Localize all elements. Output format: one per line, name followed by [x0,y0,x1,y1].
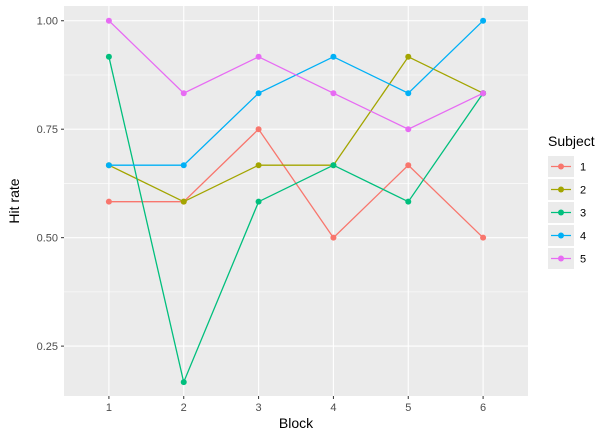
legend-key-point [558,232,564,239]
x-tick-label: 4 [330,402,336,414]
x-tick-label: 1 [106,402,112,414]
legend-key-point [558,209,564,216]
series-line [108,55,484,203]
legend-item: 1 [548,156,586,177]
axis-ticks: 0.25 0.50 0.75 1.00 1 2 3 4 5 6 [37,16,487,414]
data-point [180,379,187,386]
data-point [330,234,337,241]
data-point [405,198,412,205]
data-point [180,90,187,97]
data-point [180,162,187,169]
x-tick-label: 6 [480,402,486,414]
legend-key-point [558,255,564,262]
data-point [405,126,412,133]
data-point [180,198,187,205]
data-point [255,90,262,97]
legend-key-point [558,186,564,193]
x-tick-label: 2 [181,402,187,414]
x-tick-label: 5 [405,402,411,414]
legend-label: 5 [580,254,586,266]
data-point [105,162,112,169]
data-point [105,53,112,60]
data-point [330,53,337,60]
data-point [480,234,487,241]
x-tick-label: 3 [256,402,262,414]
data-point [405,90,412,97]
legend-item: 3 [548,202,586,223]
legend-label: 3 [580,208,586,220]
data-point [480,17,487,24]
data-point [255,198,262,205]
data-point [330,162,337,169]
y-tick-label: 0.50 [37,233,58,245]
major-gridlines [64,6,528,396]
y-tick-label: 0.75 [37,124,58,136]
data-point [405,53,412,60]
legend-item: 4 [548,225,586,246]
data-point [255,53,262,60]
series-line [108,20,484,130]
series-5 [105,17,487,133]
series-layer [105,17,487,386]
legend-title: Subject [548,133,595,149]
data-point [405,162,412,169]
legend-key-point [558,163,564,170]
legend-label: 4 [580,231,586,243]
legend-item: 5 [548,248,586,269]
data-point [105,17,112,24]
legend-label: 1 [580,162,586,174]
data-point [105,198,112,205]
data-point [255,126,262,133]
series-line [108,56,484,385]
y-axis-title: Hit rate [6,178,22,223]
x-axis-title: Block [279,415,314,431]
legend: Subject 1 2 3 4 5 [548,133,595,269]
plot-panel [64,6,528,396]
legend-label: 2 [580,185,586,197]
data-point [255,162,262,169]
y-tick-label: 0.25 [37,341,58,353]
legend-item: 2 [548,179,586,200]
data-point [480,90,487,97]
y-tick-label: 1.00 [37,16,58,28]
data-point [330,90,337,97]
